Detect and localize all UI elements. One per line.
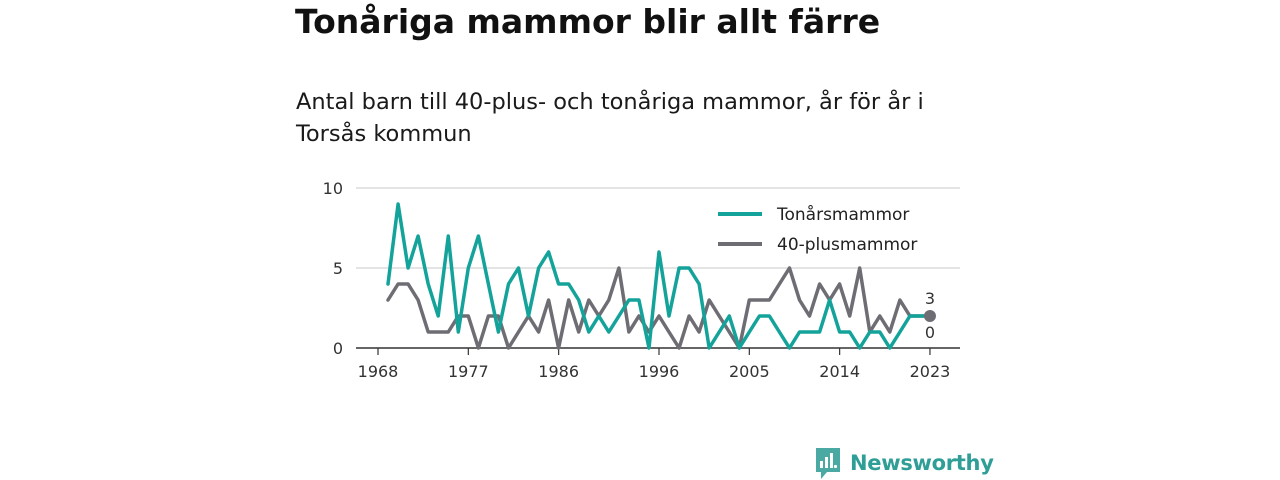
x-tick-label: 1968 [358,362,399,381]
chart-subtitle: Antal barn till 40-plus- och tonåriga ma… [296,89,924,147]
y-tick-label: 5 [333,259,343,278]
end-point-marker [923,310,936,322]
newsworthy-logo-icon [816,448,840,479]
y-tick-label: 10 [323,179,343,198]
legend-label: 40-plusmammor [777,235,917,255]
legend-label: Tonårsmammor [776,204,909,225]
chart-title: Tonåriga mammor blir allt färre [295,2,881,41]
x-tick-label: 2014 [819,362,860,381]
end-value-label: 0 [925,323,935,342]
end-value-label: 3 [925,289,935,308]
x-tick-label: 2023 [910,362,951,381]
x-tick-label: 1996 [639,362,680,381]
x-tick-label: 1977 [448,362,489,381]
x-tick-label: 2005 [729,362,770,381]
brand-name: Newsworthy [850,451,994,475]
y-tick-label: 0 [333,339,343,358]
series-line-tonarsmammor [386,202,932,350]
series-line-40-plusmammor [386,266,932,350]
brand-logo[interactable]: Newsworthy [814,446,994,480]
x-tick-label: 1986 [538,362,579,381]
